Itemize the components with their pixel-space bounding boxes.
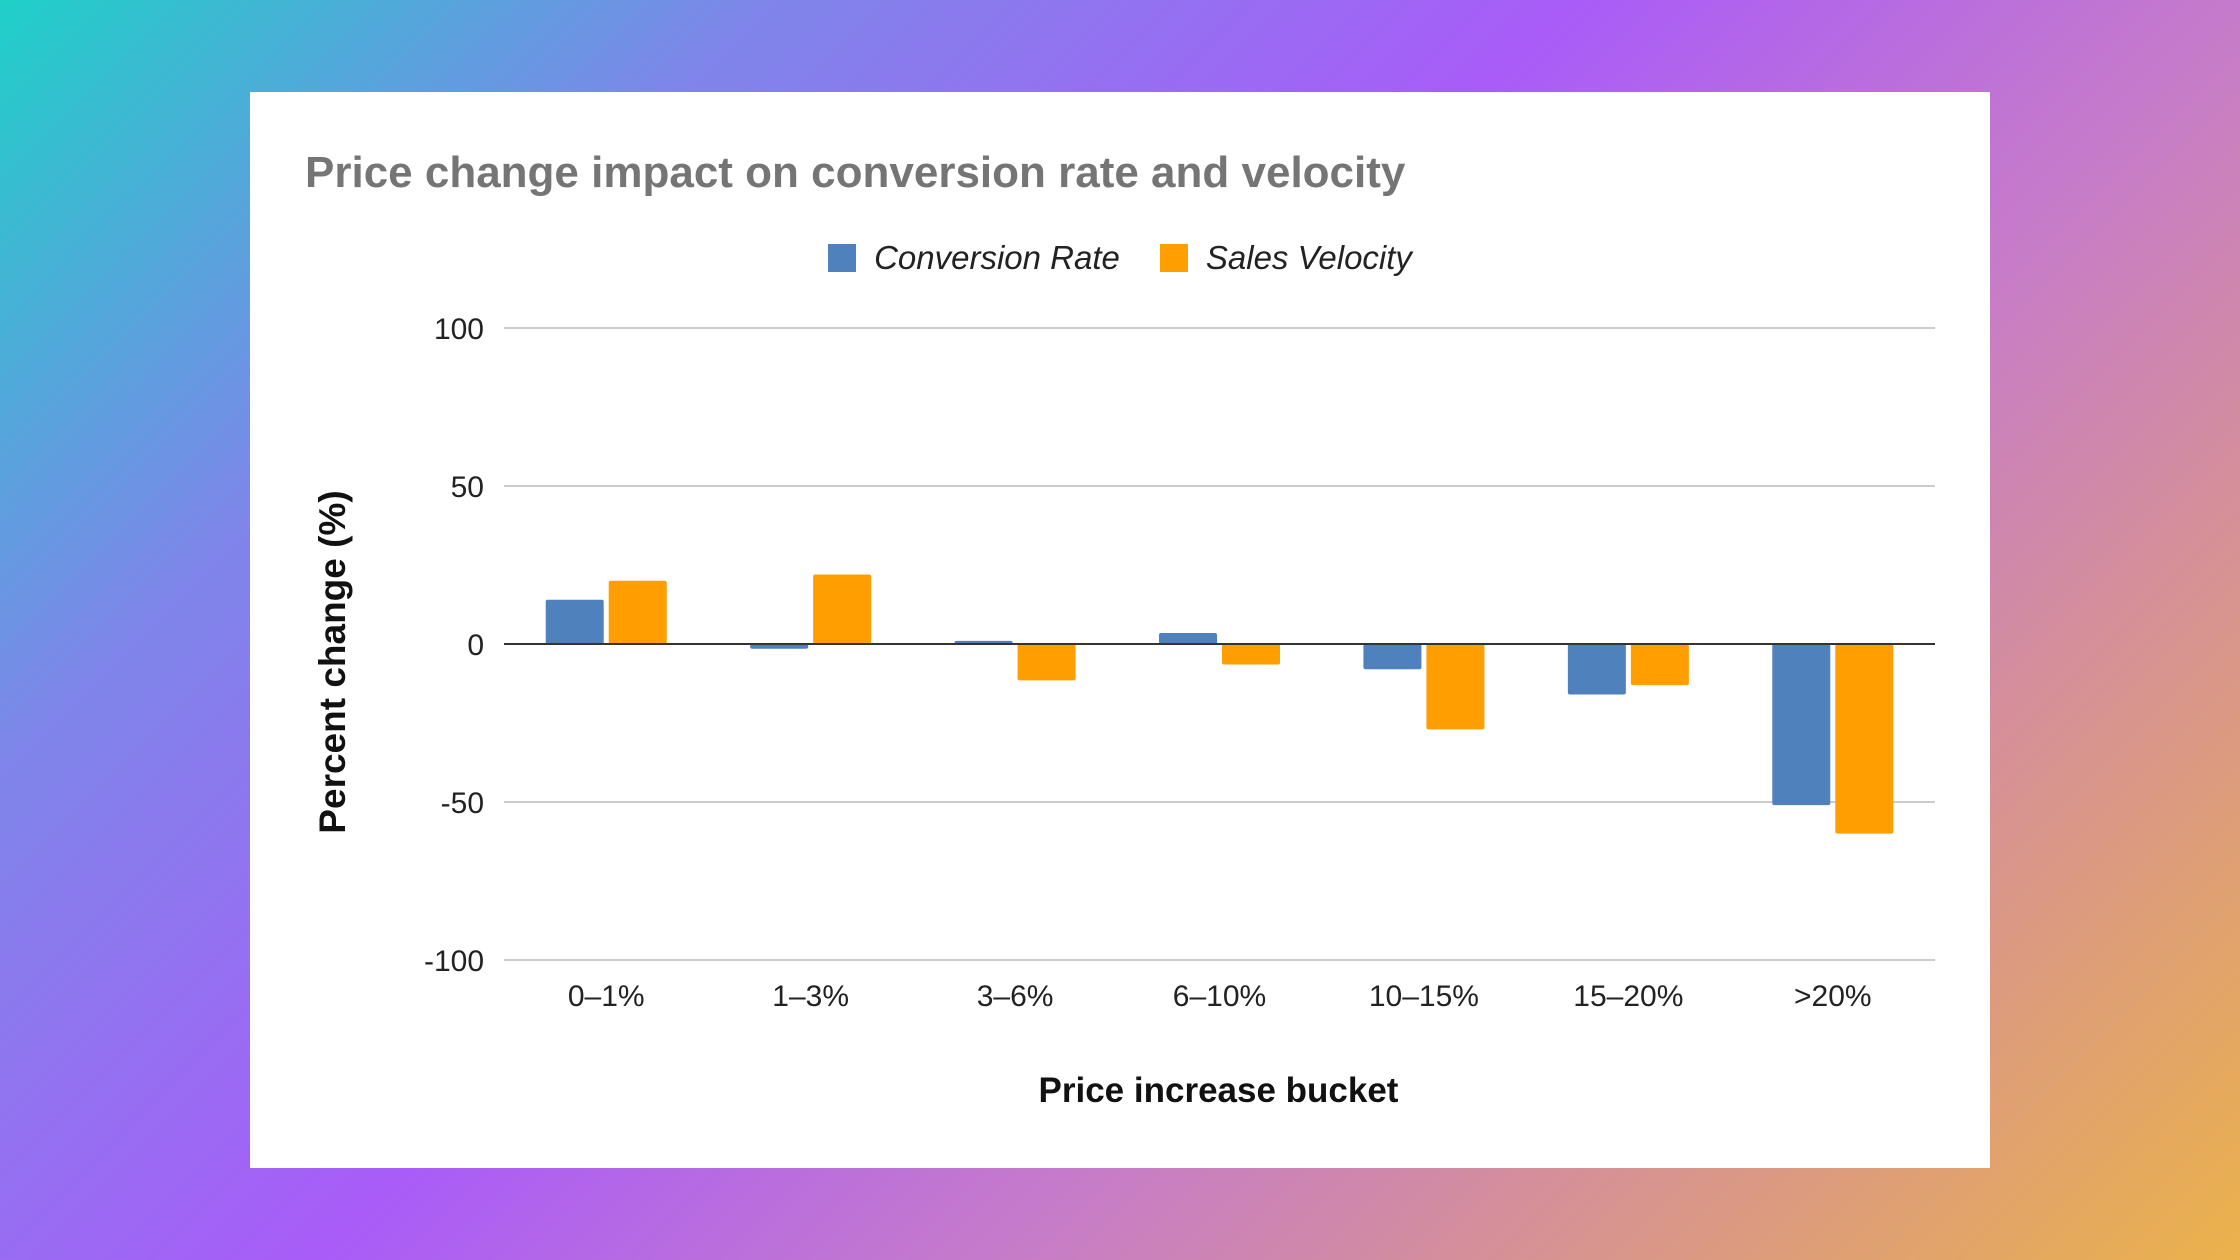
y-tick-label: -50 [441,787,484,820]
x-tick-label: >20% [1794,980,1872,1013]
x-tick-label: 0–1% [568,980,645,1013]
chart-title: Price change impact on conversion rate a… [305,148,1406,197]
legend-label-conversion-rate: Conversion Rate [874,239,1120,276]
bar-sales-velocity [1835,644,1894,834]
chart-legend: Conversion Rate Sales Velocity [250,236,1990,280]
legend-swatch-sales-velocity [1159,244,1188,272]
bar-sales-velocity [1017,644,1076,681]
chart-card: Price change impact on conversion rate a… [250,92,1990,1168]
x-axis-title: Price increase bucket [1039,1071,1399,1110]
bar-conversion-rate [545,599,604,644]
bar-conversion-rate [750,644,809,649]
x-tick-label: 6–10% [1173,980,1266,1013]
bar-sales-velocity [1426,644,1485,730]
bar-conversion-rate [1363,644,1422,670]
bar-sales-velocity [1630,644,1689,686]
legend-swatch-conversion-rate [828,244,857,272]
y-axis-title: Percent change (%) [312,490,353,833]
bar-conversion-rate [1159,632,1217,644]
bar-sales-velocity [608,580,667,644]
legend-item-sales-velocity: Sales Velocity [1159,239,1412,277]
y-tick-label: 50 [451,471,484,504]
bar-chart: 100 50 0 -50 -100 0–1% 1–3% 3–6% 6–10% 10–15% 15–2… [312,313,1935,1110]
bar-conversion-rate [1567,644,1626,695]
y-tick-label: 100 [434,313,484,346]
bar-conversion-rate [1772,644,1831,806]
x-tick-label: 10–15% [1369,980,1479,1013]
bar-sales-velocity [813,574,872,644]
x-tick-label: 1–3% [772,980,849,1013]
y-tick-label: 0 [467,629,484,662]
y-tick-label: -100 [424,945,484,978]
bar-sales-velocity [1222,644,1280,665]
legend-label-sales-velocity: Sales Velocity [1205,239,1412,276]
legend-item-conversion-rate: Conversion Rate [828,239,1120,277]
x-tick-label: 3–6% [977,980,1054,1013]
x-tick-label: 15–20% [1573,980,1683,1013]
